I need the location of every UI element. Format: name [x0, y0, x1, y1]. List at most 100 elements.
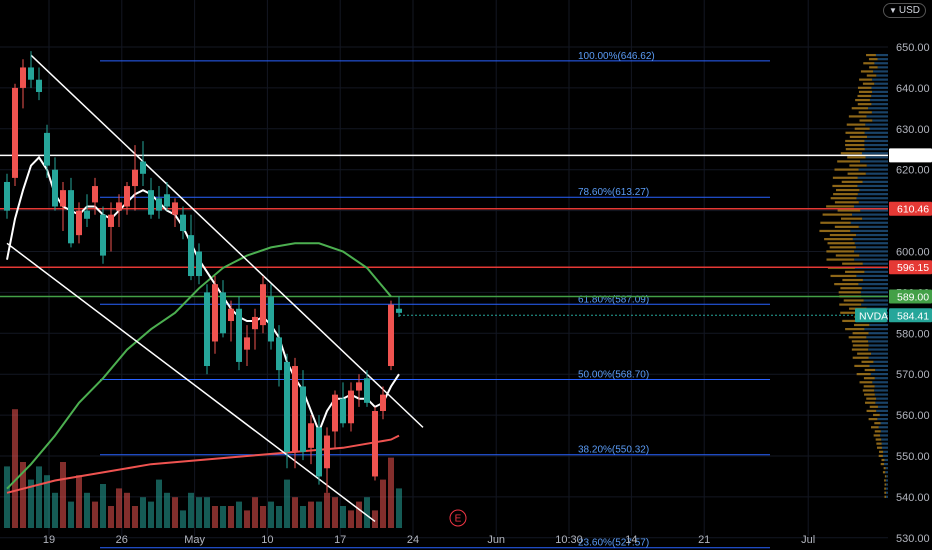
candlesticks[interactable]: [4, 51, 402, 493]
candle-body: [44, 132, 50, 166]
volume-bar: [324, 492, 330, 528]
profile-bar-blue: [856, 197, 888, 200]
fib-level-label: 61.80%(587.09): [578, 294, 649, 305]
profile-bar-blue: [866, 164, 888, 167]
candle: [92, 177, 98, 215]
profile-bar-blue: [864, 148, 888, 151]
currency-selector[interactable]: ▼ USD: [882, 3, 926, 18]
profile-bar-orange: [884, 491, 886, 494]
candle-body: [372, 411, 378, 477]
profile-bar-orange: [834, 225, 859, 228]
profile-bar-orange: [845, 148, 865, 151]
profile-bar-blue: [871, 86, 888, 89]
candle-body: [132, 169, 138, 187]
candle: [356, 374, 362, 407]
profile-bar-orange: [859, 381, 873, 384]
price-level-badge: [889, 289, 932, 304]
profile-bar-blue: [885, 487, 888, 490]
candle: [36, 67, 42, 101]
profile-bar-orange: [857, 94, 872, 98]
candle: [276, 325, 282, 387]
profile-bar-orange: [834, 283, 859, 286]
profile-bar-blue: [880, 422, 888, 425]
profile-bar-orange: [824, 238, 853, 241]
volume-bar: [100, 484, 106, 528]
profile-bar-orange: [833, 193, 858, 196]
profile-bar-orange: [880, 462, 884, 466]
profile-bar-orange: [863, 385, 875, 388]
candle-body: [180, 214, 186, 232]
profile-bar-orange: [866, 74, 877, 77]
profile-bar-blue: [854, 250, 888, 253]
profile-bar-blue: [877, 405, 888, 408]
price-level-value: 623.50: [897, 150, 929, 162]
volume-bar: [116, 488, 122, 528]
fibonacci-retracement[interactable]: 100.00%(646.62) 78.60%(613.27) 61.80%(587.…: [100, 51, 770, 549]
ma-mid-line: [6, 242, 392, 490]
profile-bar-orange: [843, 299, 864, 302]
profile-bar-orange: [851, 340, 869, 343]
profile-bar-orange: [873, 434, 881, 437]
profile-bar-orange: [884, 495, 887, 498]
profile-bar-orange: [840, 287, 862, 290]
x-tick-label: 24: [407, 534, 419, 546]
profile-bar-blue: [864, 143, 888, 147]
profile-bar-orange: [840, 311, 862, 314]
volume-bar: [348, 510, 354, 528]
profile-bar-blue: [875, 53, 888, 57]
candle: [60, 181, 66, 232]
price-axis[interactable]: 650.00640.00630.00620.00610.00600.00590.…: [399, 42, 932, 545]
profile-bar-blue: [876, 74, 888, 77]
profile-bar-orange: [874, 430, 881, 433]
x-tick-label: 14: [625, 534, 637, 546]
candle: [244, 325, 250, 367]
profile-bar-blue: [874, 389, 888, 392]
profile-bar-blue: [858, 225, 888, 228]
volume-bar: [220, 506, 226, 528]
fib-level-label: 38.20%(550.32): [578, 445, 649, 456]
profile-bar-orange: [884, 475, 887, 478]
profile-bar-orange: [884, 487, 886, 490]
price-channel[interactable]: [6, 54, 424, 523]
profile-bar-blue: [871, 111, 888, 114]
earnings-marker[interactable]: E: [449, 509, 467, 527]
volume-bar: [124, 492, 130, 528]
y-tick-label: 570.00: [896, 369, 930, 381]
candle-body: [252, 316, 258, 330]
candle-body: [172, 202, 178, 215]
candle: [44, 124, 50, 178]
profile-bar-orange: [835, 188, 860, 192]
profile-bar-blue: [886, 495, 888, 498]
channel-lower-line: [6, 242, 376, 523]
candle: [380, 386, 386, 420]
profile-bar-blue: [875, 368, 888, 372]
candle: [116, 194, 122, 227]
profile-bar-blue: [872, 381, 888, 384]
profile-bar-blue: [856, 274, 888, 278]
profile-bar-orange: [852, 344, 869, 347]
profile-bar-blue: [862, 217, 888, 220]
profile-bar-blue: [857, 193, 888, 196]
profile-bar-orange: [820, 221, 851, 224]
candle: [132, 145, 138, 211]
volume-bar: [92, 501, 98, 528]
candle-body: [60, 190, 66, 207]
ma-slow-line: [6, 434, 400, 494]
candle-body: [76, 210, 82, 236]
volume-bar: [180, 510, 186, 528]
volume-bar: [372, 510, 378, 528]
profile-bar-blue: [861, 303, 888, 306]
candle-body: [84, 210, 90, 219]
volume-bar: [68, 501, 74, 528]
candle-body: [396, 308, 402, 313]
candle: [28, 51, 34, 88]
profile-bar-blue: [869, 364, 888, 368]
time-axis[interactable]: 19 26 May 10 17 24 Jun 10:30 14 21 Jul: [43, 534, 815, 546]
profile-bar-orange: [848, 336, 867, 339]
profile-bar-orange: [860, 70, 874, 73]
price-level-value: 610.46: [897, 204, 929, 216]
profile-bar-orange: [864, 393, 875, 396]
volume-bar: [132, 506, 138, 528]
